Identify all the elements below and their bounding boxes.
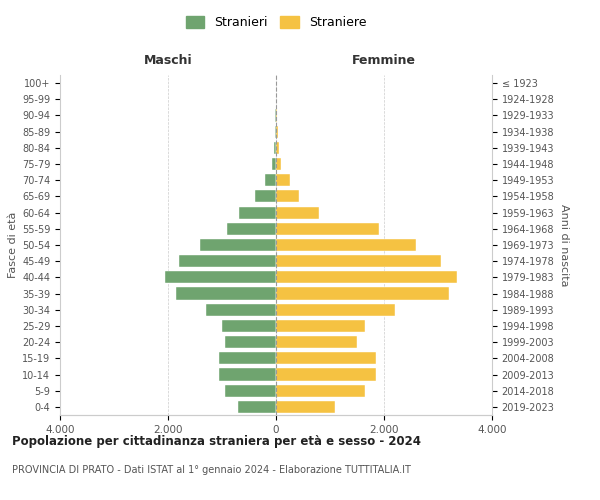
- Y-axis label: Anni di nascita: Anni di nascita: [559, 204, 569, 286]
- Bar: [276, 384, 365, 397]
- Text: PROVINCIA DI PRATO - Dati ISTAT al 1° gennaio 2024 - Elaborazione TUTTITALIA.IT: PROVINCIA DI PRATO - Dati ISTAT al 1° ge…: [12, 465, 411, 475]
- Bar: [272, 158, 276, 170]
- Bar: [176, 288, 276, 300]
- Bar: [227, 222, 276, 235]
- Bar: [276, 174, 290, 186]
- Bar: [206, 304, 276, 316]
- Bar: [225, 336, 276, 348]
- Bar: [239, 206, 276, 218]
- Bar: [256, 190, 276, 202]
- Bar: [276, 401, 335, 413]
- Bar: [275, 126, 276, 138]
- Bar: [276, 190, 299, 202]
- Bar: [276, 288, 449, 300]
- Bar: [238, 401, 276, 413]
- Bar: [276, 110, 277, 122]
- Bar: [276, 222, 379, 235]
- Text: Femmine: Femmine: [352, 54, 416, 68]
- Y-axis label: Fasce di età: Fasce di età: [8, 212, 18, 278]
- Bar: [222, 320, 276, 332]
- Bar: [200, 239, 276, 251]
- Bar: [276, 158, 281, 170]
- Bar: [220, 352, 276, 364]
- Legend: Stranieri, Straniere: Stranieri, Straniere: [181, 11, 371, 34]
- Bar: [276, 352, 376, 364]
- Bar: [276, 255, 440, 268]
- Bar: [276, 142, 278, 154]
- Bar: [276, 272, 457, 283]
- Text: Maschi: Maschi: [143, 54, 193, 68]
- Bar: [276, 206, 319, 218]
- Text: Popolazione per cittadinanza straniera per età e sesso - 2024: Popolazione per cittadinanza straniera p…: [12, 435, 421, 448]
- Bar: [179, 255, 276, 268]
- Bar: [276, 320, 365, 332]
- Bar: [276, 239, 416, 251]
- Bar: [276, 126, 278, 138]
- Bar: [265, 174, 276, 186]
- Bar: [276, 368, 376, 380]
- Bar: [276, 336, 357, 348]
- Bar: [220, 368, 276, 380]
- Bar: [225, 384, 276, 397]
- Bar: [276, 304, 395, 316]
- Bar: [166, 272, 276, 283]
- Bar: [274, 142, 276, 154]
